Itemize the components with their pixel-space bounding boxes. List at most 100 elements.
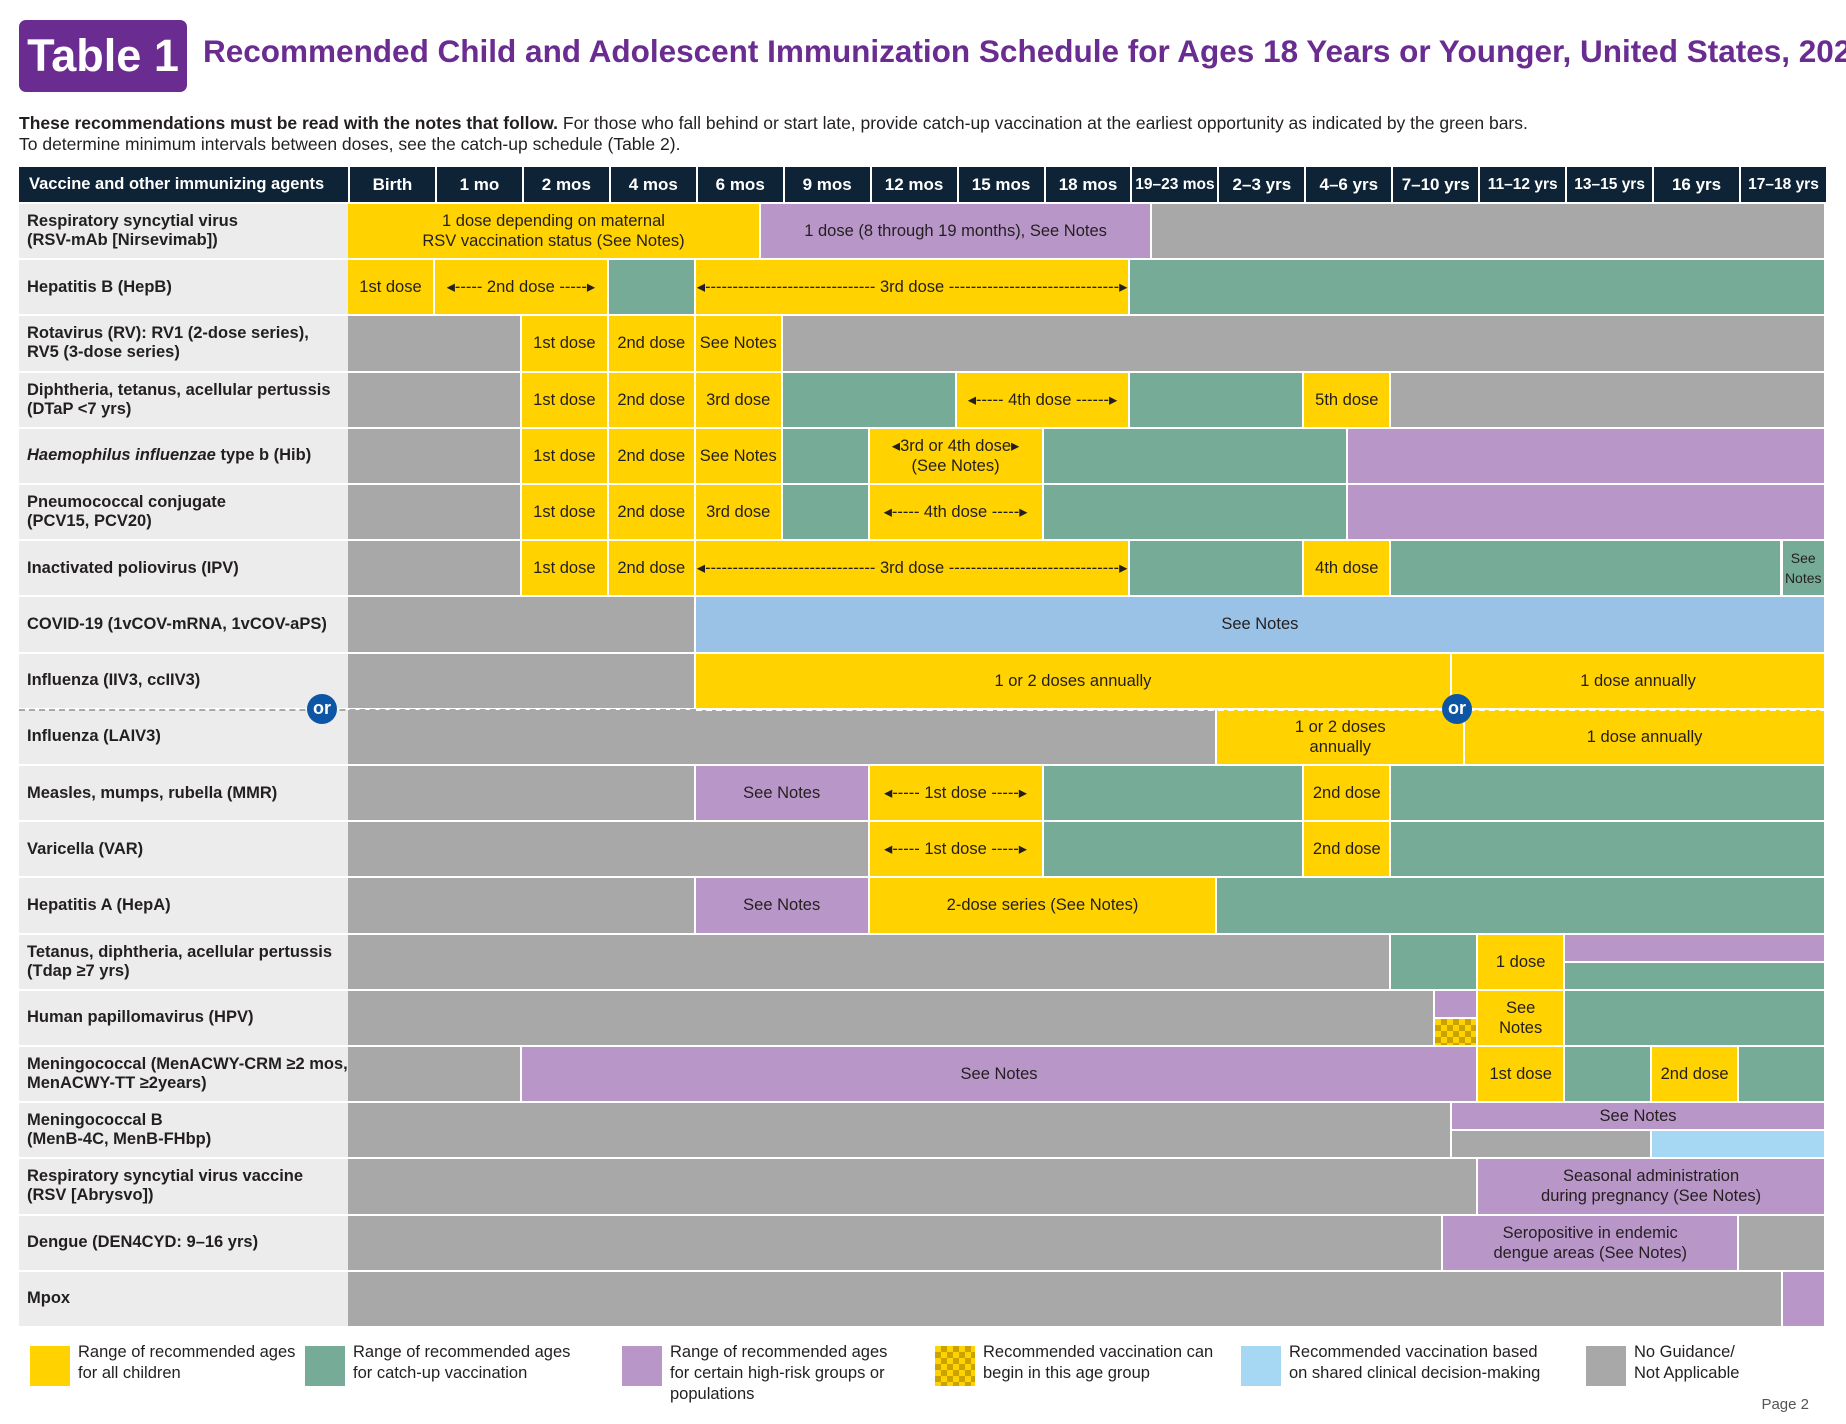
row-label-line: Varicella (VAR) <box>27 839 144 858</box>
schedule-bar: 1st dose <box>521 485 609 540</box>
header-age-column: 15 mos <box>956 167 1044 202</box>
schedule-bar <box>1217 878 1826 933</box>
row-label-line: Inactivated poliovirus (IPV) <box>27 558 239 577</box>
schedule-bar <box>348 428 522 483</box>
schedule-bar: 1 dose (8 through 19 months), See Notes <box>760 204 1153 259</box>
header-age-column: 11–12 yrs <box>1478 167 1566 202</box>
schedule-bar: ◂----- 2nd dose -----▸ <box>434 260 609 315</box>
schedule-bar <box>1130 372 1305 427</box>
row-label: Inactivated poliovirus (IPV) <box>19 541 348 596</box>
row-label: Respiratory syncytial virus vaccine (RSV … <box>19 1159 348 1214</box>
row-label-line: Hepatitis A (HepA) <box>27 895 171 914</box>
row-label: Hepatitis B (HepB) <box>19 260 348 315</box>
schedule-bar <box>1565 1047 1653 1102</box>
schedule-bar <box>1652 1131 1826 1158</box>
schedule-bar: 2nd dose <box>608 316 696 371</box>
schedule-bar <box>1130 260 1826 315</box>
header-age-column: 7–10 yrs <box>1391 167 1479 202</box>
or-badge: or <box>307 693 337 724</box>
row-label-line: Respiratory syncytial virus vaccine <box>27 1167 304 1186</box>
row-label-line: Respiratory syncytial virus <box>27 212 238 231</box>
row-label-line: Influenza (LAIV3) <box>27 727 161 746</box>
row-label-line: Hepatitis B (HepB) <box>27 277 172 296</box>
row-label: Human papillomavirus (HPV) <box>19 990 348 1045</box>
schedule-bar: 2nd dose <box>608 485 696 540</box>
row-label-line: (MenB-4C, MenB-FHbp) <box>27 1130 212 1149</box>
schedule-bar: 5th dose <box>1304 372 1392 427</box>
schedule-bar: ◂------------------------------- 3rd dos… <box>695 541 1131 596</box>
header-age-column: 6 mos <box>695 167 783 202</box>
schedule-bar <box>348 316 522 371</box>
schedule-bar: ◂----- 1st dose -----▸ <box>869 766 1044 821</box>
schedule-bar: 1st dose <box>1478 1047 1566 1102</box>
row-label-line: Rotavirus (RV): RV1 (2-dose series), <box>27 324 309 343</box>
row-label-line: Measles, mumps, rubella (MMR) <box>27 783 278 802</box>
schedule-bar: 1 dose depending on maternal RSV vaccina… <box>348 204 761 259</box>
row-label: Respiratory syncytial virus (RSV-mAb [Nir… <box>19 204 348 259</box>
row-label-line: COVID-19 (1vCOV-mRNA, 1vCOV-aPS) <box>27 614 327 633</box>
schedule-bar: 1 dose <box>1478 934 1566 989</box>
row-label: Rotavirus (RV): RV1 (2-dose series), RV5 … <box>19 316 348 371</box>
schedule-bar: ◂----- 4th dose -----▸ <box>869 485 1044 540</box>
schedule-bar <box>1565 934 1826 961</box>
schedule-bar <box>348 1103 1453 1158</box>
header-age-column: 13–15 yrs <box>1565 167 1653 202</box>
schedule-bar: 3rd dose <box>695 372 783 427</box>
row-label: Diphtheria, tetanus, acellular pertussis… <box>19 372 348 427</box>
schedule-bar: 1 dose annually <box>1452 653 1826 708</box>
header-age-column: Birth <box>348 167 435 202</box>
legend-label: Recommended vaccination can begin in thi… <box>983 1343 1214 1382</box>
schedule-bar: 2nd dose <box>608 541 696 596</box>
schedule-bar <box>1434 990 1479 1017</box>
intro-rest: For those who fall behind or start late,… <box>558 113 1528 133</box>
schedule-bar <box>348 766 696 821</box>
schedule-bar: Seropositive in endemic dengue areas (Se… <box>1443 1215 1740 1270</box>
schedule-bar <box>1565 962 1826 989</box>
table-badge: Table 1 <box>19 20 187 92</box>
row-label-line: (Tdap ≥7 yrs) <box>27 961 130 980</box>
schedule-bar: See Notes <box>695 597 1826 652</box>
row-label: Meningococcal B (MenB-4C, MenB-FHbp) <box>19 1103 348 1158</box>
schedule-bar <box>1391 541 1783 596</box>
header-age-column: 19–23 mos <box>1130 167 1218 202</box>
schedule-bar: 2nd dose <box>1304 822 1392 877</box>
row-label-line: Meningococcal (MenACWY-CRM ≥2 mos, <box>27 1055 348 1074</box>
schedule-bar <box>1565 990 1826 1045</box>
schedule-bar <box>1152 204 1826 259</box>
legend-label: Range of recommended ages for catch-up v… <box>353 1343 571 1382</box>
header-age-column: 2 mos <box>521 167 609 202</box>
row-label-line: (RSV [Abrysvo]) <box>27 1186 154 1205</box>
header-age-column: 4 mos <box>608 167 696 202</box>
row-label-line: Meningococcal B <box>27 1111 163 1130</box>
row-label: Hepatitis A (HepA) <box>19 878 348 933</box>
row-label: Varicella (VAR) <box>19 822 348 877</box>
schedule-bar <box>608 260 696 315</box>
schedule-bar: See Notes <box>521 1047 1479 1102</box>
header-age-column: 18 mos <box>1043 167 1131 202</box>
row-label-line: Mpox <box>27 1289 71 1308</box>
header-age-column: 1 mo <box>434 167 522 202</box>
row-label: Pneumococcal conjugate (PCV15, PCV20) <box>19 485 348 540</box>
row-label: Influenza (IIV3, ccIIV3) <box>19 653 348 708</box>
schedule-bar <box>1391 934 1479 989</box>
page-title: Recommended Child and Adolescent Immuniz… <box>203 33 1846 69</box>
schedule-bar: 2nd dose <box>1304 766 1392 821</box>
schedule-bar <box>1043 766 1305 821</box>
header-age-column: 16 yrs <box>1652 167 1740 202</box>
schedule-bar <box>348 709 1218 764</box>
schedule-bar: 1st dose <box>348 260 435 315</box>
row-label-line: MenACWY-TT ≥2years) <box>27 1074 207 1093</box>
schedule-bar: 2nd dose <box>1652 1047 1740 1102</box>
schedule-bar: 3rd dose <box>695 485 783 540</box>
row-label-line: (PCV15, PCV20) <box>27 512 152 531</box>
schedule-bar <box>1452 1131 1653 1158</box>
schedule-bar: See Notes <box>695 428 783 483</box>
row-label-line: RV5 (3-dose series) <box>27 343 180 362</box>
schedule-bar: See Notes <box>695 766 870 821</box>
legend-label: No Guidance/ Not Applicable <box>1634 1343 1740 1382</box>
schedule-bar <box>348 990 1435 1045</box>
schedule-bar: ◂3rd or 4th dose▸ (See Notes) <box>869 428 1044 483</box>
row-label-line: Pneumococcal conjugate <box>27 493 226 512</box>
schedule-bar <box>348 1159 1479 1214</box>
